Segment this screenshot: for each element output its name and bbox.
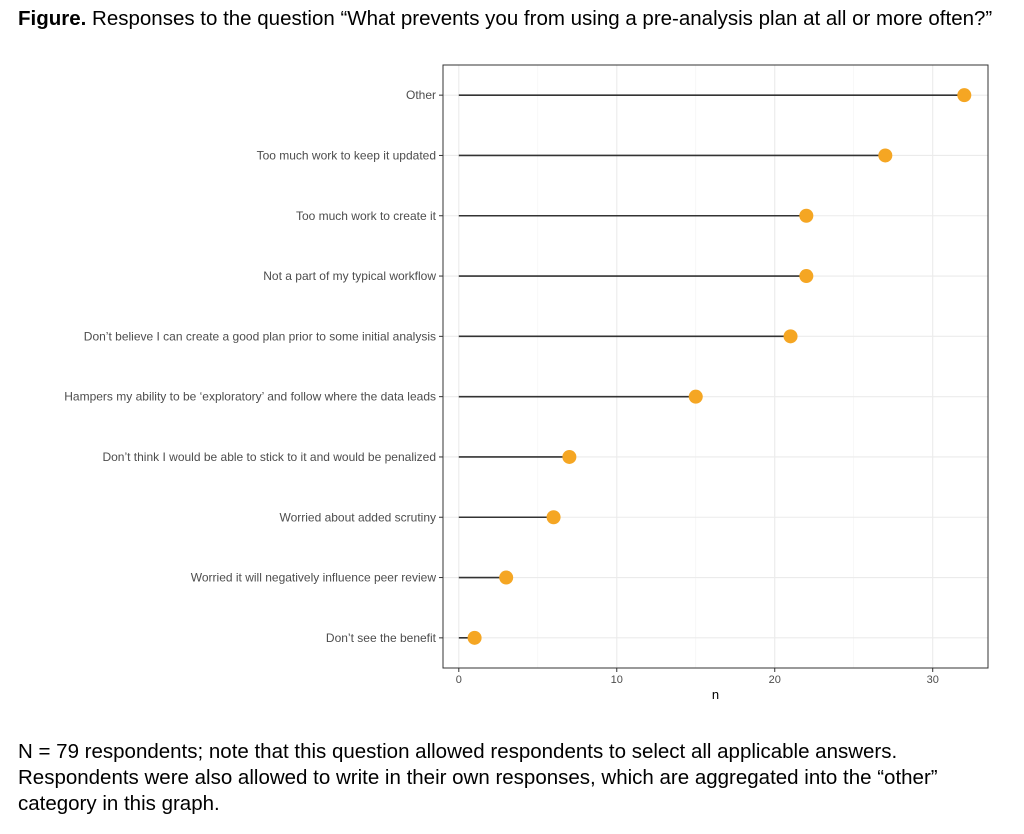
category-label: Not a part of my typical workflow (263, 269, 436, 283)
lollipop-point (783, 329, 798, 344)
category-label: Don’t see the benefit (326, 631, 437, 645)
lollipop-point (799, 269, 814, 284)
lollipop-point (467, 630, 482, 645)
lollipop-point (546, 510, 561, 525)
category-label: Other (406, 88, 436, 102)
caption-text: Responses to the question “What prevents… (86, 7, 993, 30)
category-label: Worried it will negatively influence pee… (191, 571, 437, 585)
category-label: Don’t think I would be able to stick to … (102, 450, 436, 464)
x-tick-label: 0 (456, 674, 462, 686)
caption-prefix: Figure. (18, 7, 87, 30)
figure-footnote: N = 79 respondents; note that this quest… (18, 740, 938, 815)
category-label: Hampers my ability to be ‘exploratory’ a… (64, 390, 436, 404)
category-label: Worried about added scrutiny (279, 510, 436, 524)
lollipop-point (688, 389, 703, 404)
x-tick-label: 10 (611, 674, 623, 686)
category-label: Don’t believe I can create a good plan p… (84, 329, 436, 343)
x-axis-title: n (712, 687, 719, 702)
lollipop-chart: Other Too much work to keep it updated Too… (0, 60, 1024, 710)
lollipop-point (799, 208, 814, 223)
x-tick-label: 20 (769, 674, 781, 686)
figure-caption: Figure. Responses to the question “What … (18, 6, 1008, 31)
lollipop-point (499, 570, 514, 585)
x-tick-label: 30 (927, 674, 939, 686)
category-label: Too much work to keep it updated (257, 148, 436, 162)
category-label: Too much work to create it (296, 209, 437, 223)
lollipop-point (562, 449, 577, 464)
chart-svg: Other Too much work to keep it updated Too… (0, 60, 1024, 708)
lollipop-point (878, 148, 893, 163)
panel-border (442, 64, 989, 669)
lollipop-point (957, 88, 972, 103)
